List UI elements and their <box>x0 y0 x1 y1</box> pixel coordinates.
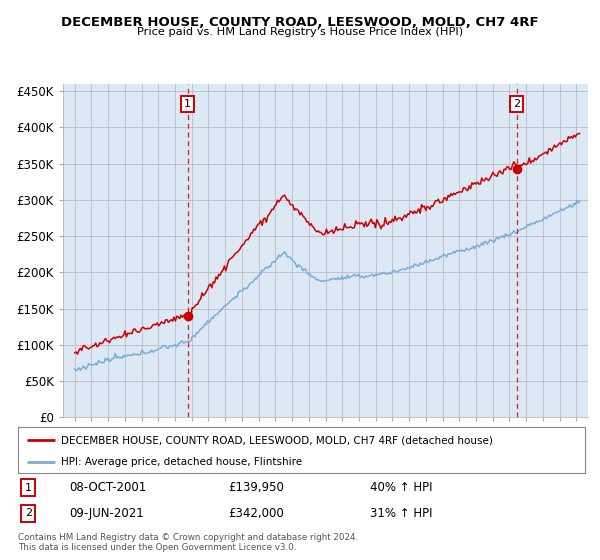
Text: 2: 2 <box>25 508 32 518</box>
Text: 31% ↑ HPI: 31% ↑ HPI <box>370 507 432 520</box>
Text: 1: 1 <box>184 99 191 109</box>
Text: HPI: Average price, detached house, Flintshire: HPI: Average price, detached house, Flin… <box>61 457 302 466</box>
Text: 1: 1 <box>25 483 32 493</box>
Text: £139,950: £139,950 <box>228 481 284 494</box>
Text: Contains HM Land Registry data © Crown copyright and database right 2024.: Contains HM Land Registry data © Crown c… <box>18 533 358 542</box>
Text: This data is licensed under the Open Government Licence v3.0.: This data is licensed under the Open Gov… <box>18 543 296 552</box>
Text: 09-JUN-2021: 09-JUN-2021 <box>69 507 144 520</box>
Text: DECEMBER HOUSE, COUNTY ROAD, LEESWOOD, MOLD, CH7 4RF (detached house): DECEMBER HOUSE, COUNTY ROAD, LEESWOOD, M… <box>61 435 493 445</box>
Text: 2: 2 <box>513 99 520 109</box>
Text: Price paid vs. HM Land Registry's House Price Index (HPI): Price paid vs. HM Land Registry's House … <box>137 27 463 37</box>
Text: £342,000: £342,000 <box>228 507 284 520</box>
Text: DECEMBER HOUSE, COUNTY ROAD, LEESWOOD, MOLD, CH7 4RF: DECEMBER HOUSE, COUNTY ROAD, LEESWOOD, M… <box>61 16 539 29</box>
Text: 40% ↑ HPI: 40% ↑ HPI <box>370 481 432 494</box>
Text: 08-OCT-2001: 08-OCT-2001 <box>69 481 146 494</box>
